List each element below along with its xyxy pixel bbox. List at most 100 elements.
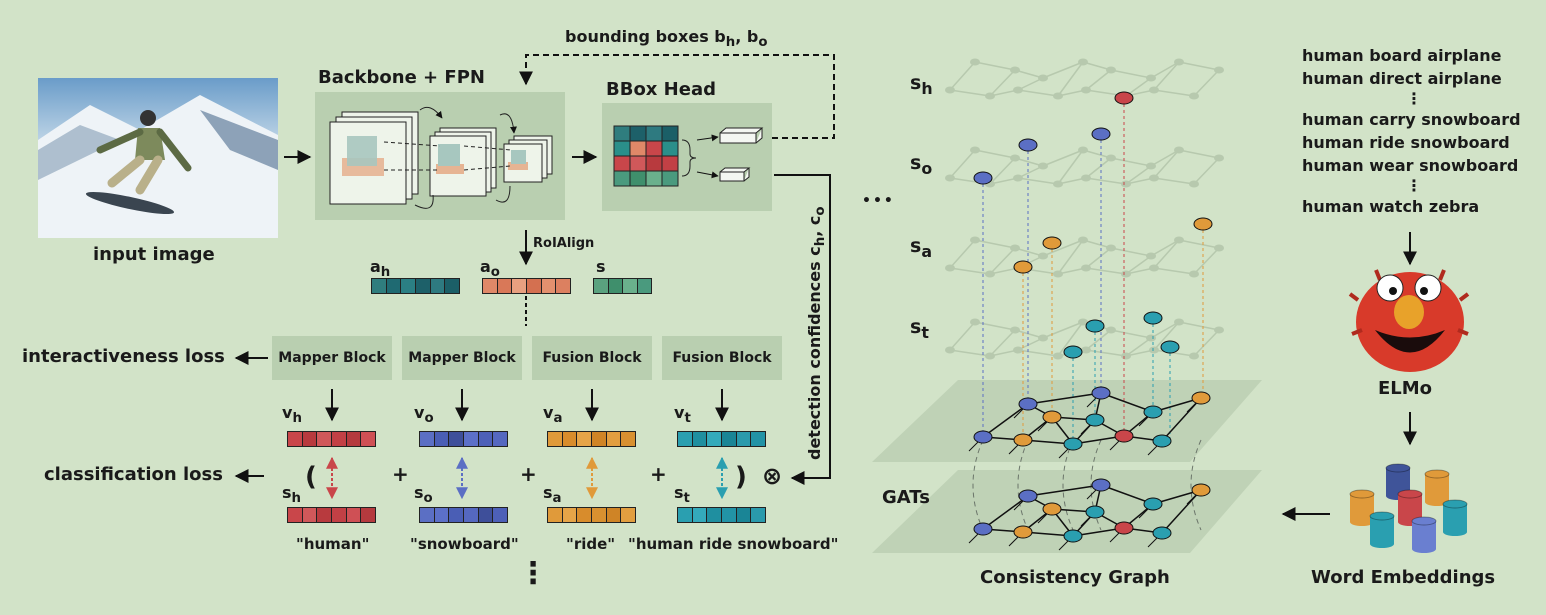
vector-cell	[316, 507, 333, 523]
so-label: so	[414, 483, 433, 507]
lattice-edge	[949, 267, 991, 275]
cylinder	[1370, 540, 1394, 548]
lattice-node	[945, 346, 955, 354]
vt-vector	[677, 431, 767, 447]
lattice-node	[985, 92, 995, 100]
vector-cell	[750, 507, 767, 523]
lattice-node	[985, 270, 995, 278]
elmo-label: ELMo	[1378, 378, 1433, 399]
lattice-node	[1053, 270, 1063, 278]
vector-cell	[287, 507, 303, 523]
lattice-node	[1214, 326, 1224, 334]
vector-cell	[482, 278, 498, 294]
bbox-feedback-arrow	[519, 54, 835, 139]
word-embeddings-icon	[1349, 463, 1468, 553]
elmo-icon	[1348, 232, 1470, 446]
cylinder	[1442, 499, 1468, 509]
grid-cell	[613, 170, 631, 187]
vocabulary-list: human board airplane human direct airpla…	[1302, 44, 1521, 218]
lattice-edge	[1017, 177, 1059, 185]
vt-label: vt	[674, 403, 691, 427]
lattice-node	[1106, 66, 1116, 74]
vector-cell	[636, 278, 652, 294]
cylinder	[1412, 521, 1436, 549]
lattice-edge	[989, 157, 1016, 185]
vector-cell	[706, 431, 723, 447]
lattice-node	[970, 146, 980, 154]
word-snowboard: "snowboard"	[410, 535, 519, 553]
lattice-edge	[1110, 69, 1152, 79]
vector-cell	[463, 431, 479, 447]
lattice-edge	[1085, 157, 1112, 179]
vector-cell	[316, 431, 333, 447]
grid-cell	[661, 155, 679, 172]
lattice-edge	[1178, 239, 1220, 249]
vector-cell	[555, 278, 572, 294]
lattice-edge	[1085, 267, 1127, 275]
lattice-edge	[1110, 329, 1152, 339]
lattice-edge	[1153, 149, 1180, 179]
lattice-node	[985, 352, 995, 360]
lattice-node	[1038, 252, 1048, 260]
vh-label: vh	[282, 403, 302, 427]
vector-cell	[576, 507, 593, 523]
lattice-node	[1106, 154, 1116, 162]
lattice-edge	[1150, 149, 1180, 167]
vector-cell	[301, 507, 318, 523]
sh-label: sh	[282, 483, 302, 507]
graph-node	[1191, 483, 1211, 497]
graph-node	[1152, 526, 1172, 540]
graph-node	[1114, 91, 1134, 105]
grid-cell	[661, 125, 679, 142]
lattice-edge	[949, 149, 976, 179]
lattice-edge	[989, 247, 1016, 275]
lattice-edge	[1153, 267, 1195, 275]
vector-cell	[345, 431, 362, 447]
vector-cell	[385, 278, 402, 294]
plus-3: +	[650, 462, 667, 486]
lattice-edge	[1125, 255, 1152, 275]
sh-vector	[287, 507, 377, 523]
graph-edge	[1027, 484, 1102, 497]
lattice-edge	[989, 329, 1016, 357]
lattice-node	[1038, 334, 1048, 342]
lattice-edge	[1042, 239, 1084, 257]
graph-node	[1191, 391, 1211, 405]
lattice-edge	[1193, 329, 1220, 357]
lattice-node	[1121, 180, 1131, 188]
lattice-node	[945, 264, 955, 272]
vector-cell	[360, 507, 377, 523]
vector-cell	[721, 431, 737, 447]
vector-cell	[620, 507, 637, 523]
graph-node	[973, 430, 993, 444]
lattice-edge	[1042, 149, 1084, 167]
word-triplet: "human ride snowboard"	[628, 535, 839, 553]
st-label: st	[674, 483, 690, 507]
lattice-edge	[1082, 149, 1112, 159]
graph-node	[1013, 260, 1033, 274]
lattice-edge	[974, 149, 1016, 159]
lattice-edge	[1057, 149, 1084, 185]
vector-cell	[448, 507, 465, 523]
vector-cell	[706, 507, 723, 523]
lattice-node	[970, 318, 980, 326]
otimes-symbol: ⊗	[762, 462, 783, 490]
grid-cell	[645, 140, 663, 157]
fusion-block-action: Fusion Block	[532, 336, 652, 380]
graph-node	[1193, 217, 1213, 231]
lattice-edge	[1057, 239, 1084, 275]
grid-cell	[629, 125, 647, 142]
lattice-edge	[1178, 61, 1220, 71]
vector-cell	[477, 507, 494, 523]
lattice-edge	[1085, 247, 1112, 269]
lattice-edge	[989, 69, 1016, 97]
word-ride: "ride"	[566, 535, 616, 553]
vector-cell	[620, 431, 637, 447]
lattice-node	[1078, 58, 1088, 66]
consistency-graph-label: Consistency Graph	[980, 567, 1170, 588]
cylinder	[1370, 516, 1394, 544]
st-vector	[677, 507, 767, 523]
lattice-node	[1078, 318, 1088, 326]
lattice-node	[1121, 270, 1131, 278]
